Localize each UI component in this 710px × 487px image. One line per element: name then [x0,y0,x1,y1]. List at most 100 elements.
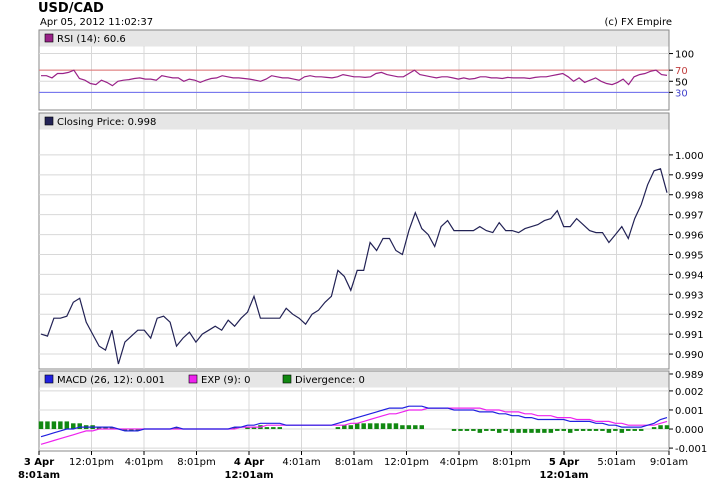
divergence-bar [129,429,134,431]
x-tick-label-line: 9:01am [650,457,688,468]
x-tick-label: 3 Apr 8:01am [18,457,60,481]
x-tick-label-line: 5 Apr [549,457,579,468]
x-tick-label-line: 12:01pm [384,457,429,468]
divergence-bar [109,427,115,430]
x-tick-label-line: 3 Apr [24,457,54,468]
divergence-bar [522,429,528,433]
closing-price-line [40,168,668,365]
divergence-bar [638,429,644,431]
divergence-bar [122,429,128,431]
divergence-bar [477,429,483,433]
divergence-bar [96,427,102,430]
price-y-tick-label: 0.995 [675,250,704,261]
divergence-bar [587,429,592,431]
x-tick-label-line: 8:01pm [177,457,216,468]
x-tick-label: 4:01pm [125,457,164,468]
exp-legend-label: EXP (9): 0 [201,375,250,386]
x-tick-label: 8:01am [335,457,373,468]
divergence-bar [658,425,663,430]
divergence-bar [245,427,250,430]
x-tick-label-line: 8:01am [18,470,60,481]
divergence-bar [354,423,360,430]
divergence-bar [277,427,283,430]
divergence-bar [509,429,515,433]
divergence-bar [471,429,476,431]
chart-title: USD/CAD [38,1,104,16]
divergence-bar [535,429,541,433]
divergence-bar [374,423,379,430]
x-tick-label-line: 4:01am [282,457,320,468]
divergence-bar [651,427,657,430]
divergence-bar [419,425,424,430]
divergence-bar [664,425,670,430]
x-tick-label: 5:01am [597,457,635,468]
macd-series-line [40,405,668,438]
price-legend-label: Closing Price: 0.998 [57,117,156,128]
rsi-series-line [41,69,668,87]
divergence-bar [264,427,270,430]
divergence-bar [600,429,605,431]
x-tick-label: 4:01pm [440,457,479,468]
divergence-bar [567,429,573,433]
price-y-tick-label: 0.990 [675,350,704,361]
divergence-bar [135,429,141,431]
divergence-bar [393,423,399,430]
divergence-bar [387,423,392,430]
divergence-bar [413,425,418,430]
x-tick-label: 9:01am [650,457,688,468]
macd-y-tick-label: 0.001 [675,406,704,417]
x-tick-label: 5 Apr 12:01am [540,457,589,481]
copyright-notice: (c) FX Empire [604,17,673,28]
price-y-tick-label: 0.992 [675,310,704,321]
price-panel-header [39,113,669,130]
divergence-bar [367,423,373,430]
price-y-tick-label: 0.999 [675,171,704,182]
divergence-bar [496,429,502,433]
divergence-bar [232,427,237,430]
divergence-bar [342,425,347,430]
x-tick-label-line: 12:01am [540,470,589,481]
price-y-tick-label: 0.996 [675,231,704,242]
divergence-bar [632,429,637,431]
rsi-panel-header [39,30,669,47]
rsi-legend-swatch [44,33,54,43]
divergence-bar [451,429,457,431]
rsi-y-tick-label: 30 [675,88,688,99]
divergence-bar [58,421,63,430]
x-tick-label-line: 8:01am [335,457,373,468]
macd-legend-label: MACD (26, 12): 0.001 [57,375,165,386]
divergence-bar [77,423,82,430]
divergence-bar [406,425,412,430]
divergence-bar [542,429,547,433]
rsi-y-tick-label: 70 [675,66,688,77]
x-tick-label-line: 5:01am [597,457,635,468]
divergence-bar [251,427,257,430]
price-y-tick-label: 0.998 [675,191,704,202]
exp-legend-swatch [188,374,198,384]
divergence-bar [606,429,612,433]
divergence-bar [490,429,495,431]
price-y-tick-label: 0.997 [675,211,704,222]
x-tick-label: 4 Apr 12:01am [225,457,274,481]
divergence-bar [174,427,179,430]
macd-y-tick-label: 0.000 [675,425,704,436]
divergence-bar [51,421,57,430]
divergence-bar [348,425,354,430]
macd-legend-swatch [44,374,54,384]
x-tick-label: 4:01am [282,457,320,468]
x-tick-label-line: 4:01pm [125,457,164,468]
divergence-bar [613,429,618,431]
divergence-bar [400,425,405,430]
divergence-legend-swatch [282,374,292,384]
x-tick-label-line: 4 Apr [234,457,264,468]
divergence-bar [361,423,366,430]
x-tick-label-line: 8:01pm [492,457,531,468]
divergence-bar [574,429,579,431]
divergence-bar [464,429,470,431]
divergence-bar [484,429,489,431]
divergence-bar [103,427,108,430]
rsi-y-tick-label: 50 [675,77,688,88]
divergence-bar [271,427,276,430]
price-y-tick-label: 0.991 [675,330,704,341]
